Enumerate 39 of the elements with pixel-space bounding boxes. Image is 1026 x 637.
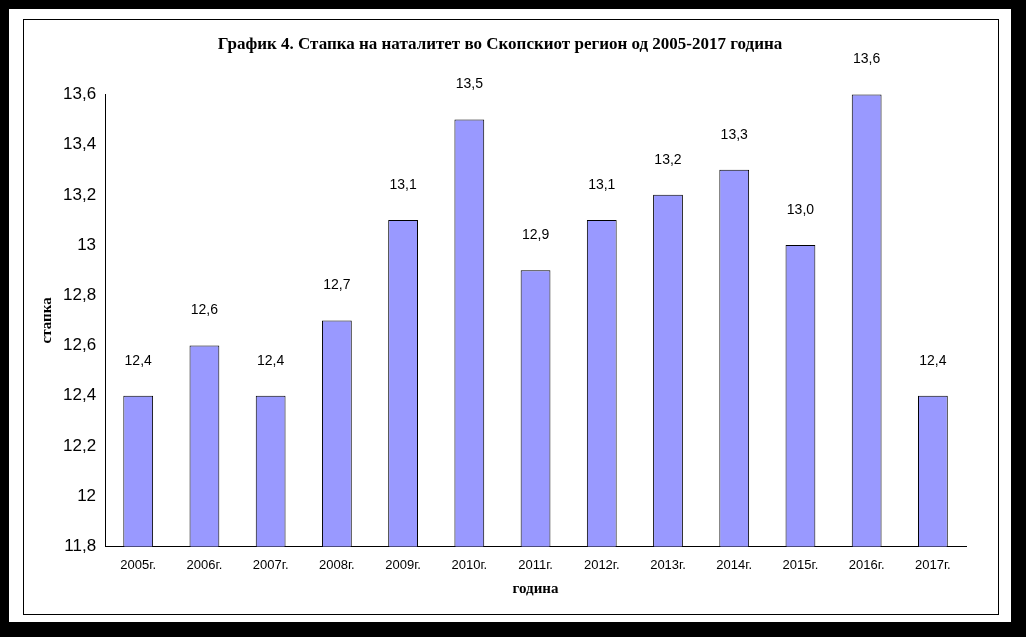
x-tick-label: 2012г. — [583, 556, 620, 572]
x-tick-label: 2009г. — [385, 556, 421, 572]
x-tick-label: 2017г. — [915, 556, 951, 572]
chart-title: График 4. Стапка на наталитет во Скопскиот регион од 2005-2017 година — [217, 33, 783, 53]
y-tick-label: 13 — [77, 234, 97, 254]
data-label: 13,1 — [389, 175, 417, 192]
x-tick-label: 2010г. — [451, 556, 488, 572]
data-label: 12,7 — [323, 276, 351, 293]
x-axis-title: година — [512, 579, 559, 596]
data-label: 13,2 — [654, 150, 682, 167]
x-tick-label: 2006г. — [186, 556, 223, 572]
data-label: 12,4 — [257, 351, 285, 368]
y-tick-label: 13,4 — [62, 134, 97, 154]
y-tick-label: 13,6 — [62, 84, 97, 104]
data-label: 13,1 — [588, 175, 616, 192]
x-tick-label: 2015г. — [782, 556, 819, 572]
y-tick-label: 12,2 — [62, 435, 97, 455]
data-label: 13,3 — [720, 125, 749, 142]
x-tick-label: 2016г. — [848, 556, 885, 572]
x-tick-label: 2013г. — [650, 556, 686, 572]
y-tick-label: 12 — [77, 485, 97, 505]
y-tick-label: 12,4 — [62, 385, 97, 405]
x-tick-label: 2014г. — [716, 556, 753, 572]
data-label: 13,6 — [853, 50, 881, 67]
data-label: 12,4 — [919, 351, 947, 368]
data-label: 13,5 — [455, 75, 484, 92]
data-label: 12,4 — [124, 351, 153, 368]
x-tick-label: 2005г. — [120, 556, 157, 572]
x-tick-label: 2011г. — [518, 556, 553, 572]
y-tick-label: 11,8 — [64, 536, 97, 556]
data-label: 12,9 — [521, 226, 550, 243]
y-tick-label: 12,8 — [62, 284, 97, 304]
x-tick-label: 2007г. — [252, 556, 289, 572]
x-tick-label: 2008г. — [319, 556, 355, 572]
y-axis-title: стапка — [37, 296, 54, 344]
y-tick-label: 12,6 — [62, 335, 97, 355]
data-label: 12,6 — [190, 301, 219, 318]
y-tick-label: 13,2 — [62, 184, 97, 204]
data-label: 13,0 — [786, 200, 815, 217]
